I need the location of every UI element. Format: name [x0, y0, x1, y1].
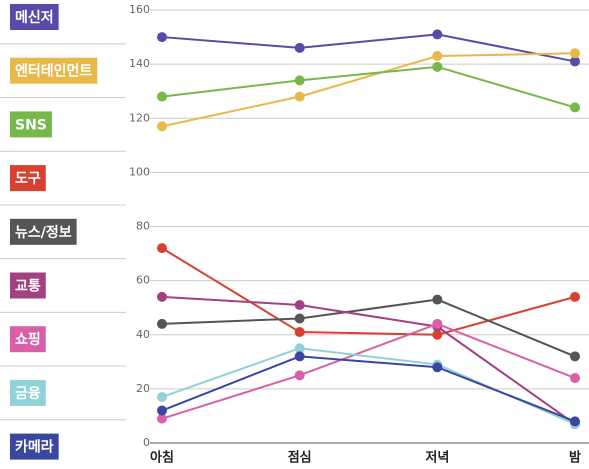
- series-line: [161, 355, 576, 423]
- y-tick-label: 80: [136, 220, 150, 233]
- y-tick-label: 20: [136, 382, 150, 395]
- series-line: [161, 33, 576, 63]
- legend-item: 카메라: [10, 433, 59, 460]
- legend-swatch: [10, 433, 59, 460]
- data-point: [432, 61, 443, 72]
- data-point: [157, 91, 167, 102]
- y-tick-label: 140: [129, 57, 150, 70]
- data-point: [157, 391, 167, 402]
- series-line: [161, 298, 576, 358]
- data-point: [157, 405, 167, 416]
- legend-swatch: [10, 57, 98, 84]
- legend-swatch: [10, 326, 46, 353]
- series-line: [161, 295, 576, 425]
- y-tick-label: 40: [136, 328, 150, 341]
- y-tick-label: 160: [129, 3, 150, 16]
- x-tick-label: 아침: [150, 450, 174, 466]
- legend-label: SNS: [15, 117, 47, 133]
- data-point: [294, 75, 305, 86]
- data-point: [570, 416, 580, 427]
- series-line: [161, 247, 576, 336]
- legend-item: 금융: [10, 379, 46, 406]
- data-point: [294, 343, 305, 354]
- data-point: [157, 121, 167, 132]
- data-point: [570, 102, 580, 113]
- x-tick-label: 저녁: [425, 450, 449, 466]
- data-point: [432, 294, 443, 305]
- legend-item: 도구: [10, 165, 46, 192]
- legend-swatch: [10, 218, 77, 245]
- data-point: [157, 243, 167, 254]
- data-point: [157, 32, 167, 43]
- data-point: [432, 362, 443, 373]
- legend-label: 뉴스/정보: [15, 224, 72, 241]
- data-point: [294, 91, 305, 102]
- legend-item: 엔터테인먼트: [10, 57, 98, 84]
- data-point: [294, 313, 305, 324]
- legend-item: 메신저: [10, 4, 59, 30]
- data-point: [570, 291, 580, 302]
- legend-item: SNS: [10, 111, 52, 138]
- data-point: [432, 329, 443, 340]
- data-point: [294, 42, 305, 53]
- data-point: [570, 56, 580, 67]
- y-tick-label: 60: [136, 274, 150, 287]
- data-point: [432, 29, 443, 40]
- legend-label: 엔터테인먼트: [15, 63, 92, 80]
- series-line: [161, 322, 576, 420]
- x-tick-label: 밤: [569, 450, 581, 466]
- data-point: [294, 299, 305, 310]
- y-tick-label: 0: [143, 436, 150, 449]
- legend-swatch: [10, 165, 46, 192]
- legend-swatch: [10, 4, 59, 30]
- legend-label: 도구: [15, 171, 41, 187]
- data-point: [432, 51, 443, 62]
- x-tick-label: 점심: [288, 450, 312, 466]
- series-line: [161, 52, 576, 128]
- legend-swatch: [10, 379, 46, 406]
- data-point: [570, 351, 580, 362]
- data-point: [157, 291, 167, 302]
- data-point: [157, 413, 167, 424]
- legend-label: 쇼핑: [15, 331, 41, 348]
- data-point: [294, 327, 305, 338]
- data-point: [294, 370, 305, 381]
- data-point: [432, 318, 443, 329]
- y-tick-label: 100: [129, 165, 150, 178]
- data-point: [294, 351, 305, 362]
- data-point: [570, 48, 580, 59]
- legend-item: 쇼핑: [10, 326, 46, 353]
- legend-label: 교통: [15, 279, 41, 295]
- y-tick-label: 120: [129, 111, 150, 124]
- series-line: [161, 65, 576, 109]
- legend-item: 뉴스/정보: [10, 218, 77, 245]
- data-point: [570, 373, 580, 384]
- legend-swatch: [10, 111, 52, 138]
- data-point: [157, 318, 167, 329]
- legend-label: 메신저: [15, 10, 54, 26]
- legend-item: 교통: [10, 272, 46, 299]
- legend-label: 카메라: [15, 440, 54, 456]
- legend-swatch: [10, 272, 46, 299]
- legend-label: 금융: [15, 386, 41, 402]
